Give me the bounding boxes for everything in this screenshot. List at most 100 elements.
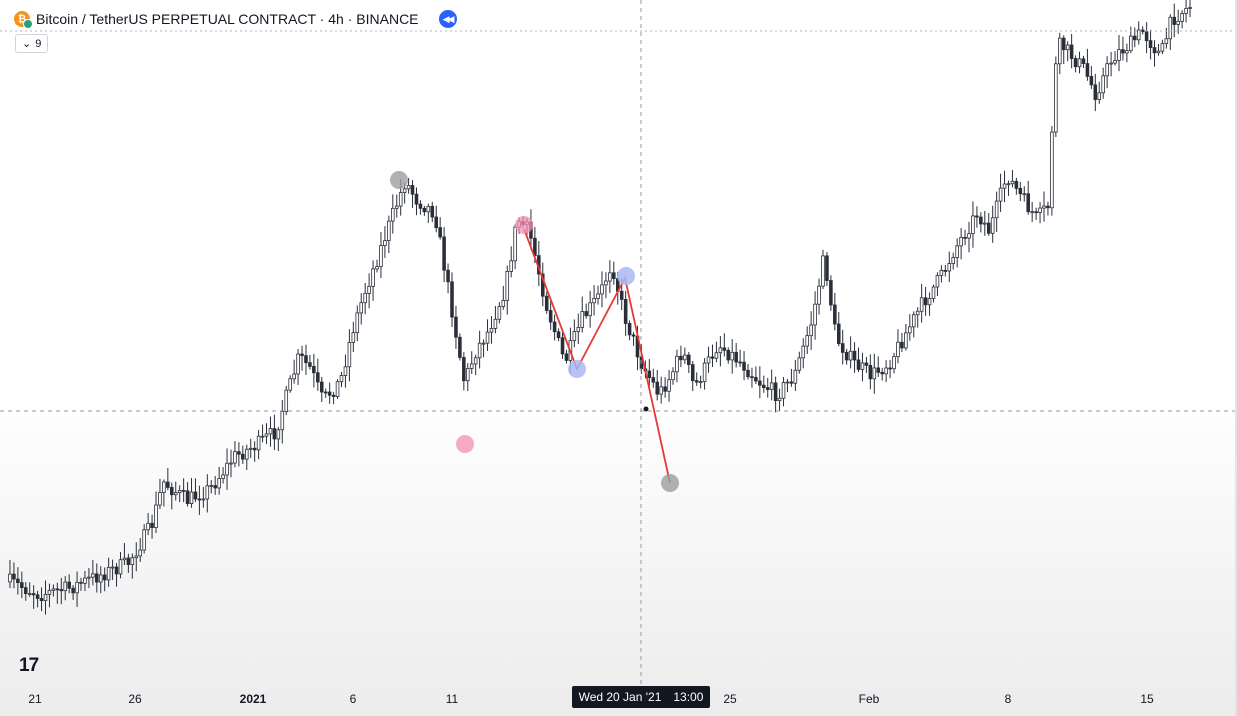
time-axis[interactable]: 21 26 2021 6 11 25 Feb 8 15 bbox=[0, 686, 1237, 712]
pivot-marker bbox=[390, 171, 408, 189]
candle-body bbox=[955, 245, 959, 258]
candle-body bbox=[114, 566, 119, 575]
candle-body bbox=[446, 269, 450, 283]
candle-body bbox=[481, 342, 486, 345]
candle-body bbox=[1188, 7, 1192, 9]
candle-body bbox=[134, 555, 139, 559]
candle-body bbox=[383, 240, 387, 246]
double-chevron-left-icon[interactable]: ◀◀ bbox=[438, 10, 457, 28]
candle-body bbox=[793, 369, 798, 384]
candle-body bbox=[213, 485, 217, 489]
candle-body bbox=[154, 504, 158, 528]
crosshair-time: 13:00 bbox=[673, 690, 704, 704]
candle-body bbox=[935, 275, 940, 288]
tradingview-logo[interactable]: 17 bbox=[19, 655, 39, 676]
pivot-marker bbox=[515, 216, 533, 234]
candle-body bbox=[896, 341, 900, 358]
candle-body bbox=[777, 397, 782, 401]
candle-body bbox=[51, 588, 56, 591]
candle-body bbox=[769, 382, 774, 390]
candle-body bbox=[173, 492, 178, 496]
candle-body bbox=[252, 447, 257, 451]
candle-body bbox=[687, 354, 691, 366]
candle-body bbox=[683, 354, 687, 361]
candle-body bbox=[126, 557, 131, 565]
candle-body bbox=[244, 448, 249, 460]
candle-body bbox=[237, 451, 241, 455]
candle-body bbox=[829, 280, 833, 306]
candle-body bbox=[1081, 58, 1086, 64]
candle-body bbox=[63, 581, 68, 592]
candle-body bbox=[505, 271, 510, 301]
pivot-marker bbox=[568, 360, 586, 378]
candle-body bbox=[1125, 50, 1129, 54]
candle-body bbox=[142, 529, 146, 551]
candle-body bbox=[398, 192, 403, 207]
candle-body bbox=[379, 245, 383, 268]
indicators-toggle[interactable]: ⌄ 9 bbox=[15, 34, 49, 53]
candle-body bbox=[1176, 20, 1180, 25]
candle-body bbox=[83, 577, 87, 584]
candle-body bbox=[351, 332, 356, 343]
candle-body bbox=[1164, 38, 1169, 44]
candle-body bbox=[576, 326, 581, 332]
candle-body bbox=[438, 227, 442, 238]
candle-body bbox=[343, 366, 348, 376]
x-tick-label: 2021 bbox=[239, 692, 267, 706]
candle-body bbox=[690, 364, 695, 382]
candle-body bbox=[765, 387, 770, 390]
candle-body bbox=[31, 593, 36, 596]
candle-body bbox=[1101, 75, 1105, 94]
candle-body bbox=[260, 435, 265, 438]
x-tick-label: 15 bbox=[1140, 692, 1154, 706]
candle-body bbox=[1061, 37, 1066, 51]
candle-body bbox=[189, 491, 194, 504]
candle-body bbox=[458, 336, 462, 358]
candle-body bbox=[418, 203, 423, 209]
candle-body bbox=[79, 581, 83, 584]
candle-body bbox=[836, 323, 841, 345]
candle-body bbox=[627, 323, 632, 336]
candle-body bbox=[710, 356, 715, 359]
candle-body bbox=[821, 255, 825, 287]
candle-body bbox=[339, 375, 344, 383]
candle-body bbox=[588, 302, 592, 317]
candle-body bbox=[612, 272, 616, 279]
candle-body bbox=[1152, 47, 1157, 54]
candle-body bbox=[979, 216, 983, 225]
candle-body bbox=[391, 207, 395, 222]
candle-body bbox=[860, 362, 865, 370]
crosshair-center bbox=[643, 406, 649, 412]
candle-body bbox=[1129, 35, 1133, 52]
candle-body bbox=[702, 362, 707, 383]
candle-body bbox=[462, 357, 466, 382]
candle-body bbox=[971, 215, 975, 235]
candle-body bbox=[608, 272, 612, 282]
candle-body bbox=[600, 284, 604, 295]
candle-body bbox=[323, 391, 328, 394]
candle-body bbox=[312, 366, 316, 374]
candle-body bbox=[1002, 183, 1007, 189]
candle-body bbox=[580, 311, 585, 328]
candle-body bbox=[805, 335, 809, 347]
candle-body bbox=[221, 474, 225, 479]
candle-body bbox=[331, 394, 336, 397]
candle-body bbox=[1121, 49, 1125, 54]
candle-body bbox=[497, 306, 502, 320]
candle-body bbox=[426, 205, 431, 213]
candle-body bbox=[1054, 63, 1058, 133]
candle-body bbox=[95, 573, 99, 583]
candle-body bbox=[442, 236, 446, 271]
symbol-title[interactable]: Bitcoin / TetherUS PERPETUAL CONTRACT · … bbox=[36, 11, 419, 27]
candle-body bbox=[217, 478, 221, 489]
candle-body bbox=[663, 386, 667, 392]
candle-body bbox=[509, 260, 513, 272]
x-tick-label: 6 bbox=[349, 692, 357, 706]
candle-body bbox=[544, 295, 549, 311]
candle-body bbox=[406, 185, 411, 190]
price-scale-edge[interactable] bbox=[1235, 0, 1237, 716]
candle-body bbox=[16, 578, 20, 583]
candle-body bbox=[746, 369, 750, 378]
